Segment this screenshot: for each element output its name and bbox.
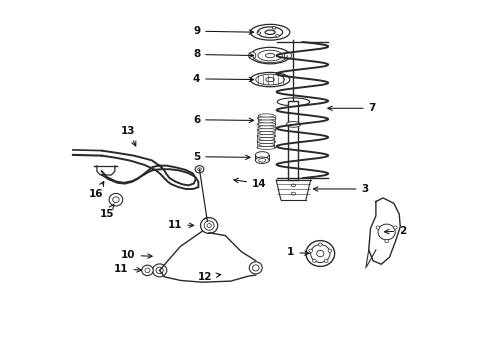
- Ellipse shape: [306, 240, 335, 266]
- Ellipse shape: [249, 262, 262, 274]
- Ellipse shape: [250, 72, 290, 87]
- Ellipse shape: [285, 52, 292, 59]
- Text: 4: 4: [193, 74, 254, 84]
- Ellipse shape: [291, 184, 295, 187]
- FancyBboxPatch shape: [289, 101, 298, 180]
- Ellipse shape: [257, 117, 276, 120]
- Ellipse shape: [286, 122, 300, 127]
- Text: 15: 15: [99, 204, 114, 219]
- Ellipse shape: [291, 192, 295, 195]
- Text: 11: 11: [168, 220, 194, 230]
- Ellipse shape: [256, 74, 285, 85]
- Ellipse shape: [259, 114, 274, 117]
- Ellipse shape: [324, 259, 328, 262]
- Ellipse shape: [257, 140, 276, 144]
- Ellipse shape: [266, 53, 275, 58]
- Text: 3: 3: [314, 184, 369, 194]
- Ellipse shape: [265, 30, 275, 35]
- Ellipse shape: [257, 146, 276, 149]
- Ellipse shape: [376, 226, 380, 229]
- Ellipse shape: [318, 243, 322, 246]
- Text: 5: 5: [193, 152, 250, 162]
- Text: 8: 8: [193, 49, 254, 59]
- Ellipse shape: [255, 152, 269, 158]
- Text: 16: 16: [89, 181, 104, 199]
- Ellipse shape: [259, 143, 274, 147]
- Ellipse shape: [195, 166, 204, 173]
- Text: 9: 9: [193, 26, 254, 36]
- Ellipse shape: [259, 120, 274, 123]
- Ellipse shape: [257, 32, 261, 34]
- Text: 1: 1: [287, 247, 309, 257]
- Ellipse shape: [205, 220, 209, 223]
- Ellipse shape: [259, 137, 274, 140]
- Ellipse shape: [259, 158, 266, 162]
- Ellipse shape: [311, 244, 330, 262]
- Ellipse shape: [156, 267, 163, 274]
- Text: 11: 11: [114, 264, 142, 274]
- Ellipse shape: [385, 239, 389, 243]
- Ellipse shape: [309, 249, 313, 252]
- Ellipse shape: [248, 52, 256, 59]
- Ellipse shape: [109, 193, 122, 206]
- Ellipse shape: [378, 224, 395, 240]
- Ellipse shape: [200, 218, 218, 233]
- Ellipse shape: [250, 47, 290, 64]
- Ellipse shape: [142, 265, 153, 275]
- Ellipse shape: [255, 157, 269, 163]
- Text: 12: 12: [198, 272, 220, 282]
- Ellipse shape: [259, 131, 274, 135]
- Ellipse shape: [259, 126, 274, 129]
- Ellipse shape: [328, 249, 332, 252]
- Ellipse shape: [277, 98, 310, 106]
- Ellipse shape: [152, 264, 167, 277]
- Ellipse shape: [252, 265, 259, 271]
- Ellipse shape: [197, 168, 201, 171]
- Ellipse shape: [250, 24, 290, 40]
- Ellipse shape: [203, 218, 212, 225]
- Ellipse shape: [257, 123, 276, 126]
- Ellipse shape: [207, 224, 211, 228]
- Text: 13: 13: [121, 126, 136, 146]
- Text: 7: 7: [328, 103, 376, 113]
- Text: 6: 6: [193, 115, 254, 125]
- Ellipse shape: [313, 259, 316, 262]
- Text: 14: 14: [234, 178, 267, 189]
- Ellipse shape: [317, 250, 324, 257]
- Text: 2: 2: [385, 226, 406, 236]
- Ellipse shape: [145, 268, 150, 273]
- Ellipse shape: [257, 134, 276, 138]
- Ellipse shape: [393, 226, 397, 229]
- Text: 10: 10: [121, 250, 152, 260]
- Ellipse shape: [258, 27, 283, 38]
- Ellipse shape: [204, 221, 214, 230]
- Ellipse shape: [257, 129, 276, 132]
- Ellipse shape: [266, 77, 274, 82]
- Ellipse shape: [258, 50, 282, 61]
- Ellipse shape: [272, 27, 276, 29]
- Ellipse shape: [113, 197, 119, 203]
- Ellipse shape: [276, 35, 279, 37]
